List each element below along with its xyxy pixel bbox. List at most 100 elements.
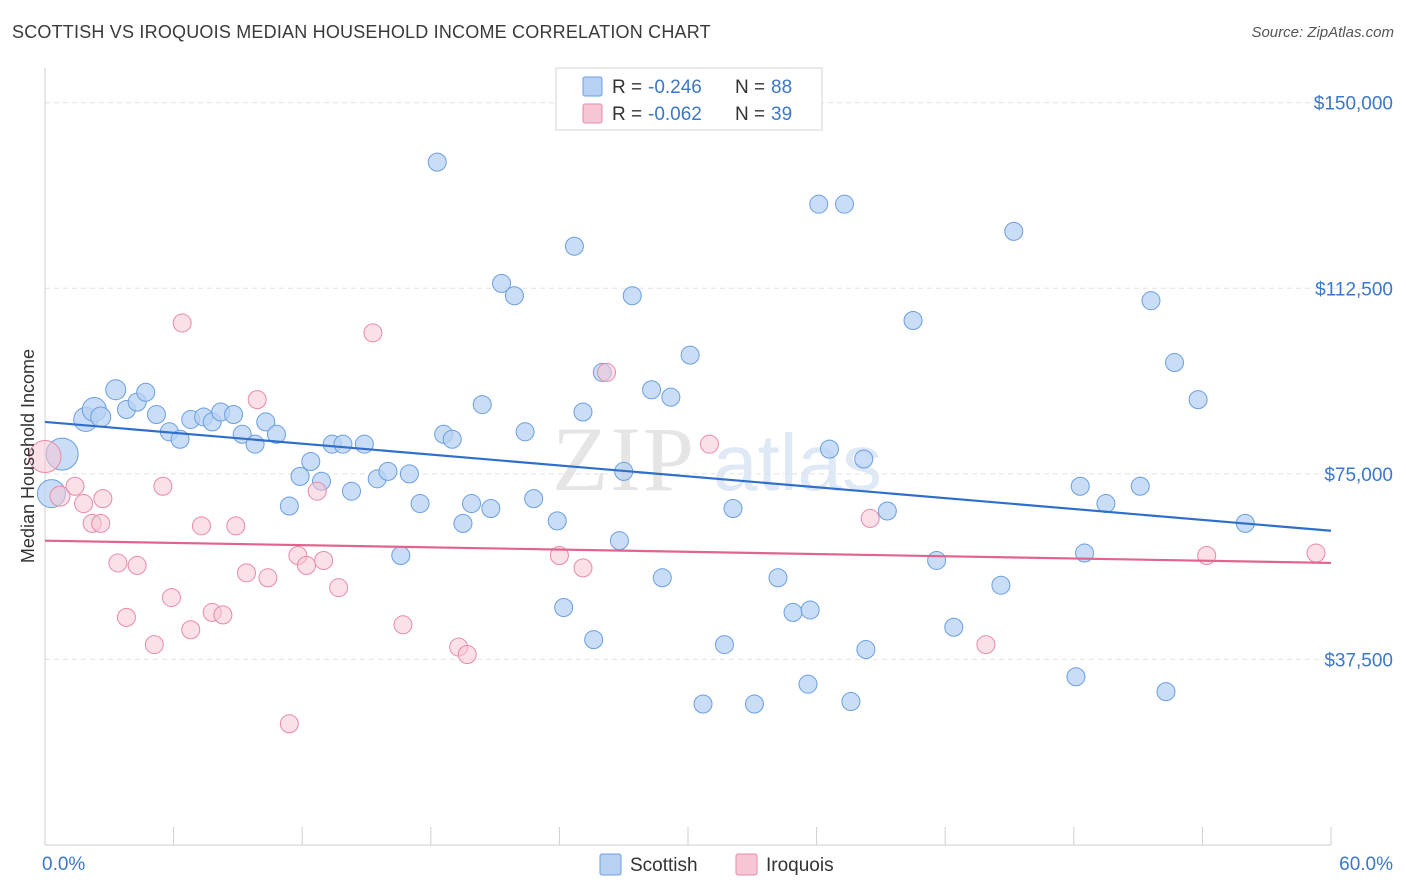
data-point-iroquois: [161, 588, 181, 608]
chart-title: SCOTTISH VS IROQUOIS MEDIAN HOUSEHOLD IN…: [12, 22, 711, 42]
data-point-iroquois: [976, 635, 996, 655]
data-point-iroquois: [116, 607, 136, 627]
data-point-scottish: [547, 511, 567, 531]
data-point-scottish: [661, 387, 681, 407]
data-point-scottish: [768, 568, 788, 588]
data-point-scottish: [856, 640, 876, 660]
data-point-scottish: [256, 412, 276, 432]
data-point-scottish: [800, 600, 820, 620]
data-point-scottish: [854, 449, 874, 469]
data-point-iroquois: [457, 644, 477, 664]
data-point-scottish: [391, 546, 411, 566]
data-point-scottish: [642, 380, 662, 400]
data-point-scottish: [224, 404, 244, 424]
data-point-scottish: [427, 152, 447, 172]
data-point-scottish: [136, 382, 156, 402]
data-point-scottish: [515, 422, 535, 442]
data-point-scottish: [524, 489, 544, 509]
data-point-iroquois: [74, 494, 94, 514]
data-point-scottish: [841, 691, 861, 711]
legend-r-value-scottish: -0.246: [648, 77, 702, 98]
legend-n-label-scottish: N =: [735, 77, 765, 98]
data-point-iroquois: [258, 568, 278, 588]
data-point-scottish: [1130, 476, 1150, 496]
legend-box: R = -0.246 N = 88 R = -0.062 N = 39: [555, 67, 823, 131]
data-point-iroquois: [307, 481, 327, 501]
bottom-legend-label-scottish: Scottish: [630, 855, 698, 876]
y-axis-label: Median Household Income: [18, 349, 38, 563]
watermark-atlas: atlas: [713, 418, 882, 507]
data-point-scottish: [798, 674, 818, 694]
data-point-iroquois: [699, 434, 719, 454]
data-point-iroquois: [172, 313, 192, 333]
data-point-scottish: [1141, 291, 1161, 311]
data-point-scottish: [819, 439, 839, 459]
data-point-iroquois: [236, 563, 256, 583]
x-axis-max-label: 60.0%: [1339, 854, 1393, 875]
data-point-iroquois: [279, 714, 299, 734]
data-point-scottish: [410, 494, 430, 514]
data-point-scottish: [927, 550, 947, 570]
data-point-scottish: [1070, 476, 1090, 496]
legend-swatch-scottish: [582, 76, 603, 97]
data-point-scottish: [1188, 390, 1208, 410]
data-point-iroquois: [1306, 543, 1326, 563]
data-point-scottish: [1156, 682, 1176, 702]
data-point-scottish: [834, 194, 854, 214]
data-point-iroquois: [49, 485, 71, 507]
y-tick-label: $75,000: [1324, 465, 1393, 486]
data-point-iroquois: [393, 615, 413, 635]
data-point-iroquois: [213, 605, 233, 625]
data-point-iroquois: [181, 620, 201, 640]
data-point-scottish: [877, 501, 897, 521]
data-point-iroquois: [296, 555, 316, 575]
data-point-scottish: [714, 635, 734, 655]
data-point-scottish: [146, 404, 166, 424]
data-point-scottish: [903, 310, 923, 330]
data-point-iroquois: [28, 440, 62, 474]
data-point-scottish: [1004, 221, 1024, 241]
x-axis-min-label: 0.0%: [42, 854, 85, 875]
data-point-scottish: [809, 194, 829, 214]
data-point-iroquois: [549, 546, 569, 566]
data-point-iroquois: [314, 550, 334, 570]
chart-source: Source: ZipAtlas.com: [1251, 24, 1394, 41]
data-point-iroquois: [573, 558, 593, 578]
legend-n-value-iroquois: 39: [771, 104, 792, 125]
watermark: ZIP atlas: [552, 408, 882, 510]
data-point-scottish: [1096, 494, 1116, 514]
data-point-scottish: [584, 630, 604, 650]
data-point-scottish: [1165, 353, 1185, 373]
data-point-scottish: [944, 617, 964, 637]
data-point-scottish: [453, 513, 473, 533]
data-point-scottish: [723, 499, 743, 519]
data-point-scottish: [266, 424, 286, 444]
data-point-scottish: [622, 286, 642, 306]
bottom-legend: Scottish Iroquois: [599, 853, 834, 876]
data-point-iroquois: [191, 516, 211, 536]
data-point-iroquois: [65, 476, 85, 496]
data-point-scottish: [442, 429, 462, 449]
y-tick-label: $112,500: [1315, 279, 1393, 300]
legend-r-value-iroquois: -0.062: [648, 104, 702, 125]
y-tick-label: $37,500: [1324, 650, 1393, 671]
y-tick-labels: $37,500 $75,000 $112,500 $150,000: [1314, 94, 1393, 672]
data-point-iroquois: [108, 553, 128, 573]
data-point-scottish: [399, 464, 419, 484]
series-iroquois: [28, 313, 1326, 734]
data-point-scottish: [462, 494, 482, 514]
legend-swatch-iroquois: [582, 103, 603, 124]
data-point-scottish: [301, 452, 321, 471]
data-point-scottish: [90, 406, 112, 428]
trend-line-iroquois: [44, 539, 1332, 565]
data-point-scottish: [680, 345, 700, 365]
data-point-iroquois: [144, 635, 164, 655]
legend-r-label-scottish: R =: [612, 77, 642, 98]
y-tick-label: $150,000: [1314, 94, 1393, 115]
bottom-legend-swatch-scottish: [599, 853, 622, 876]
data-point-iroquois: [127, 555, 147, 575]
data-point-scottish: [564, 236, 584, 256]
legend-r-label-iroquois: R =: [612, 104, 642, 125]
data-point-iroquois: [247, 390, 267, 410]
data-point-scottish: [573, 402, 593, 422]
